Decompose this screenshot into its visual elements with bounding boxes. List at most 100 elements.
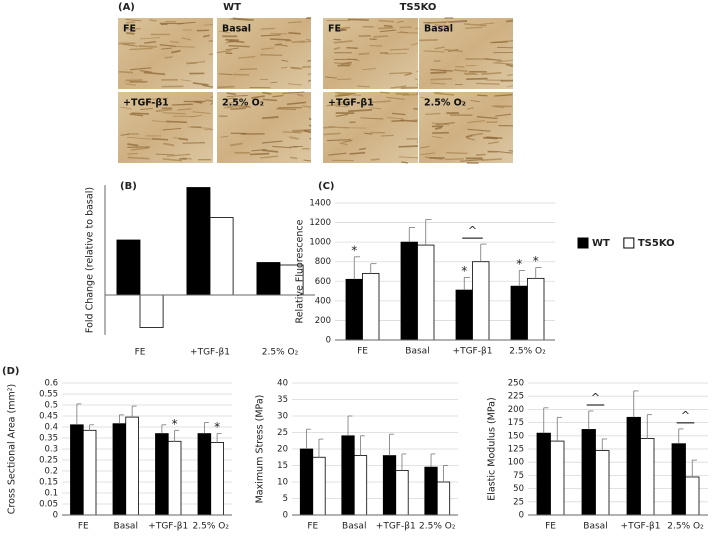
fiber — [141, 102, 157, 104]
fiber — [217, 85, 235, 89]
y-tick-label: 0.5 — [44, 401, 58, 411]
fiber — [181, 37, 192, 41]
fiber — [323, 126, 335, 129]
fiber — [430, 82, 446, 85]
x-tick-label: FE — [545, 522, 556, 532]
significance-marker: * — [461, 264, 467, 278]
fiber — [276, 43, 288, 47]
x-tick-label: FE — [78, 522, 89, 532]
fiber — [481, 72, 502, 76]
x-tick-label: 2.5% O₂ — [419, 522, 456, 532]
x-tick-label: FE — [307, 522, 318, 532]
fiber — [488, 141, 499, 145]
fiber — [339, 142, 348, 146]
bar — [581, 429, 596, 516]
fiber — [218, 30, 231, 34]
fiber — [125, 83, 136, 86]
bar — [209, 217, 234, 296]
significance-marker: * — [516, 257, 522, 271]
fiber — [400, 119, 418, 123]
tile-label: Basal — [222, 24, 251, 35]
x-tick-label: +TGF-β1 — [376, 522, 416, 532]
fiber — [463, 23, 487, 27]
micrograph — [419, 18, 513, 89]
fiber — [357, 85, 370, 88]
fiber — [276, 108, 297, 110]
fiber — [411, 42, 419, 46]
fiber — [227, 105, 248, 108]
y-axis-label: Cross Sectional Area (mm²) — [7, 384, 18, 514]
fiber — [327, 139, 351, 142]
bar — [472, 261, 490, 341]
fiber — [272, 95, 284, 98]
fiber — [465, 134, 473, 138]
y-tick-label: 75 — [513, 471, 524, 481]
fiber — [334, 62, 352, 66]
fiber — [430, 77, 453, 81]
bar — [626, 416, 641, 516]
bar — [640, 438, 655, 516]
y-tick-label: 0.6 — [44, 379, 58, 389]
significance-marker: * — [214, 420, 220, 434]
bar — [455, 289, 473, 341]
fiber — [390, 48, 410, 51]
fiber — [238, 55, 256, 59]
fiber — [270, 81, 277, 84]
fiber — [379, 29, 396, 33]
fiber — [506, 85, 514, 88]
bar — [197, 433, 212, 516]
fiber — [251, 148, 267, 152]
fiber — [339, 93, 361, 96]
fiber — [308, 124, 312, 127]
fiber — [364, 132, 373, 135]
fiber — [494, 113, 512, 117]
bar — [125, 416, 139, 516]
fiber — [333, 40, 353, 44]
x-tick-label: 2.5% O₂ — [509, 347, 546, 357]
bar — [82, 429, 97, 516]
y-axis-label: Relative Fluorescence — [295, 219, 306, 323]
fiber — [470, 132, 484, 137]
fiber — [333, 46, 341, 51]
fiber — [467, 120, 486, 124]
fiber — [150, 97, 169, 100]
y-tick-label: 0.15 — [39, 478, 58, 488]
fiber — [358, 52, 370, 56]
fiber — [494, 93, 513, 97]
fiber — [288, 32, 301, 35]
fiber — [508, 149, 514, 152]
fiber — [456, 99, 463, 103]
fiber — [398, 156, 418, 159]
fiber — [282, 91, 305, 95]
fiber — [430, 71, 447, 74]
fiber — [496, 59, 514, 63]
fiber — [138, 45, 157, 48]
fiber — [140, 108, 154, 110]
fiber — [360, 117, 384, 120]
fiber — [507, 73, 514, 77]
fiber — [389, 71, 411, 75]
fiber — [477, 115, 498, 120]
bar — [312, 456, 326, 516]
x-tick-label: Basal — [342, 522, 366, 532]
bar — [685, 476, 700, 516]
fiber — [140, 69, 152, 73]
fiber — [202, 84, 214, 88]
fiber — [387, 117, 404, 120]
fiber — [143, 71, 166, 76]
fiber — [401, 161, 409, 164]
fiber — [419, 38, 438, 42]
bar — [155, 433, 169, 516]
fiber — [262, 98, 277, 102]
tile-label: FE — [123, 24, 136, 35]
group-title: WT — [223, 2, 241, 13]
fiber — [202, 34, 210, 38]
fiber — [434, 46, 445, 50]
fiber — [446, 151, 468, 155]
fiber — [291, 40, 305, 44]
fiber — [362, 68, 376, 71]
fiber — [370, 158, 380, 161]
fiber — [414, 27, 419, 30]
bar — [382, 455, 397, 516]
fiber — [225, 47, 239, 51]
